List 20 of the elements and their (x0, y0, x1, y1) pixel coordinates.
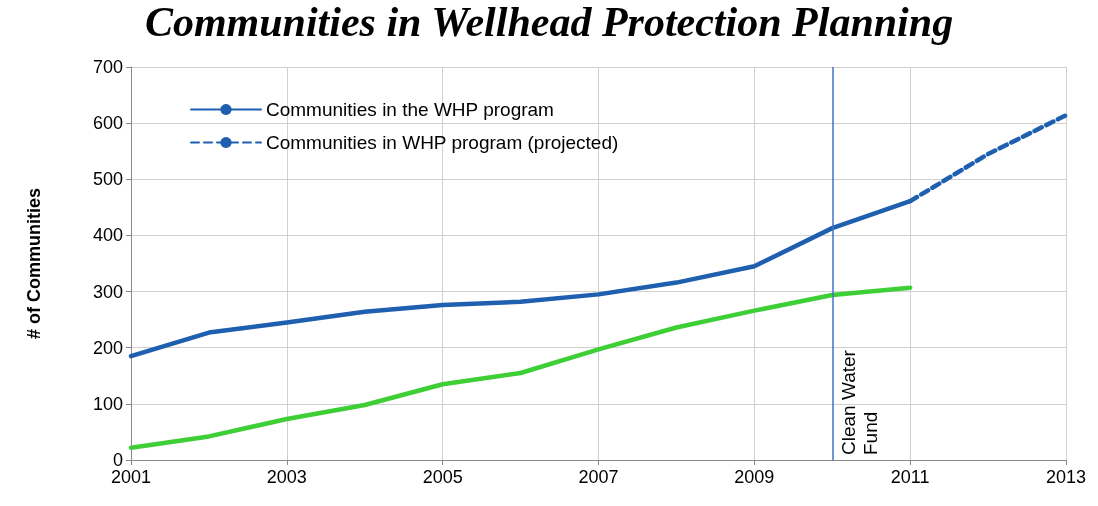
ref-line-label: Clean Water Fund (837, 344, 881, 455)
x-tick-label: 2005 (422, 467, 463, 487)
y-tick-label: 200 (92, 337, 123, 358)
y-tick-label: 700 (92, 57, 123, 77)
chart-title: Communities in Wellhead Protection Planning (144, 0, 954, 45)
x-tick-label: 2009 (734, 467, 775, 487)
y-tick-label: 0 (112, 450, 123, 470)
legend-label: Communities in WHP program (projected) (266, 132, 619, 153)
y-tick-label: 600 (92, 113, 123, 134)
y-axis-title: # of Communities (24, 187, 44, 340)
y-tick-label: 400 (92, 225, 123, 246)
x-tick-label: 2003 (266, 467, 307, 487)
x-tick-label: 2007 (578, 467, 619, 487)
x-tick-label: 2011 (890, 467, 930, 487)
legend-label: Communities in the WHP program (266, 99, 554, 120)
x-tick-label: 2001 (110, 467, 152, 487)
x-tick-label: 2013 (1045, 467, 1087, 487)
y-tick-label: 500 (92, 169, 123, 190)
y-tick-label: 300 (92, 281, 123, 302)
y-tick-label: 100 (92, 393, 123, 414)
